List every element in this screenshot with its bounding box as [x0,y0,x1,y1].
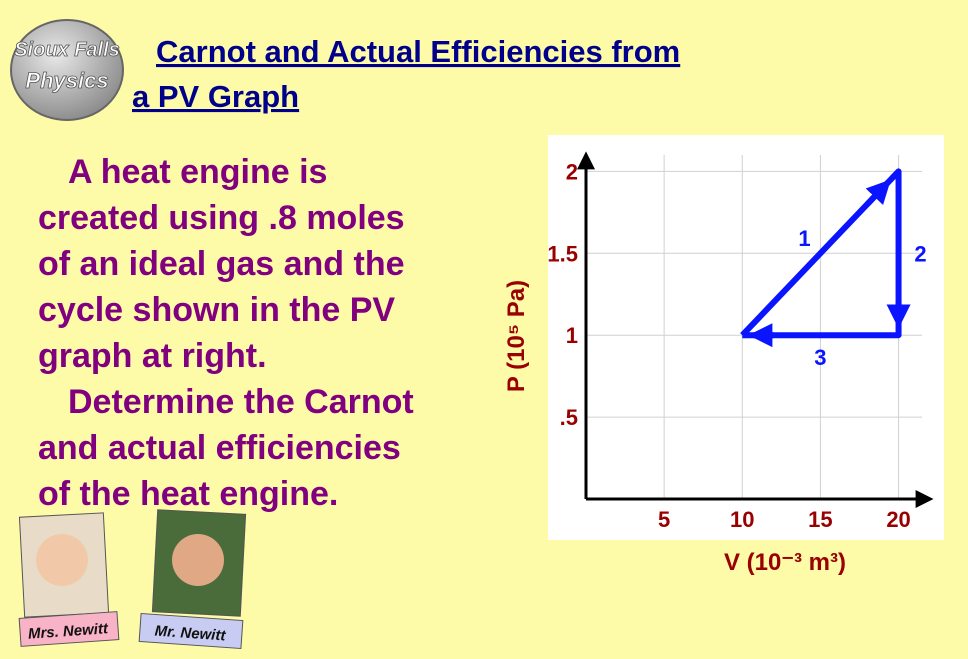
chart: 5 10 15 20 .5 1 1.5 2 1 2 3 [547,151,934,532]
teacher-photos: Mrs. Newitt Mr. Newitt [18,509,247,650]
body-line: and actual efficiencies [38,429,401,467]
y-tick-label: .5 [560,405,578,430]
segment-label: 2 [914,241,926,266]
y-tick-label: 1 [566,323,578,348]
name-tag [18,611,120,647]
y-tick-label: 1.5 [547,241,578,266]
x-tick-label: 5 [658,507,670,532]
x-axis-label: V (10⁻³ m³) [724,549,846,576]
title: Carnot and Actual Efficiencies from [156,34,680,69]
logo: Sioux Falls Physics [10,19,124,121]
name-label: Mrs. Newitt [27,620,109,643]
segment-label: 3 [814,345,826,370]
body-line: of an ideal gas and the [38,245,405,283]
x-tick-label: 15 [808,507,832,532]
body-line: of the heat engine. [38,475,338,513]
name-tag [138,612,244,650]
y-axis-label: P (10⁵ Pa) [503,280,530,392]
body-line: created using .8 moles [38,199,405,237]
body-line: Determine the Carnot [68,383,414,421]
body-line: cycle shown in the PV [38,291,395,329]
body-line: A heat engine is [68,153,327,191]
body-text: A heat engine is created using .8 moles of… [38,153,414,513]
x-tick-label: 10 [730,507,754,532]
cycle-line [740,168,902,339]
segment-label: 1 [798,226,810,251]
photo-face [36,534,88,586]
title: a PV Graph [132,79,299,114]
x-tick-label: 20 [886,507,910,532]
logo-text: Sioux Falls [14,39,120,61]
name-label: Mr. Newitt [154,623,227,645]
y-tick-label: 2 [566,159,578,184]
logo-badge [10,19,124,121]
body-line: graph at right. [38,337,267,375]
direction-arrow [865,179,891,207]
logo-text: Physics [25,68,108,93]
photo-face [172,534,224,586]
